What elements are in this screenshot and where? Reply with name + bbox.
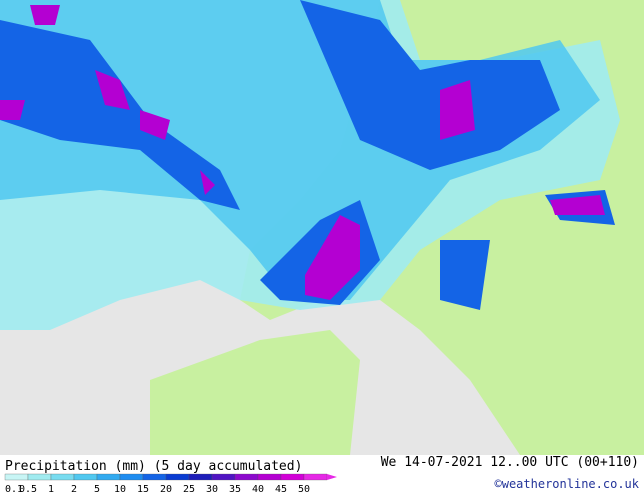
credit: ©weatheronline.co.uk xyxy=(495,477,640,491)
land-africa xyxy=(150,330,360,455)
legend-swatch xyxy=(27,473,52,481)
legend-swatch xyxy=(4,473,29,481)
legend-label: 0.5 xyxy=(19,484,37,495)
legend-label: 1 xyxy=(48,484,54,495)
legend-label: 30 xyxy=(206,484,218,495)
legend-swatch xyxy=(73,473,98,481)
legend-label: 50 xyxy=(298,484,310,495)
legend-label: 10 xyxy=(114,484,126,495)
legend-label: 0.1 xyxy=(5,484,23,495)
legend-swatch xyxy=(257,473,282,481)
legend-label: 15 xyxy=(137,484,149,495)
legend-label: 2 xyxy=(71,484,77,495)
legend-label: 40 xyxy=(252,484,264,495)
legend-arrow xyxy=(327,474,337,480)
rain-heavy xyxy=(0,0,615,310)
legend-swatch xyxy=(165,473,190,481)
map xyxy=(0,0,644,455)
title: Precipitation (mm) (5 day accumulated) xyxy=(5,459,302,474)
legend-swatch xyxy=(303,473,328,481)
legend-swatch xyxy=(280,473,305,481)
legend-swatch xyxy=(188,473,213,481)
legend-swatch xyxy=(142,473,167,481)
legend-swatch xyxy=(96,473,121,481)
legend-label: 5 xyxy=(94,484,100,495)
legend-label: 35 xyxy=(229,484,241,495)
legend-label: 20 xyxy=(160,484,172,495)
legend: 0.10.5 1 2 5 10 15 20 25 30 35 40 45 50 xyxy=(4,473,337,495)
legend-swatch xyxy=(234,473,259,481)
valid-time: We 14-07-2021 12..00 UTC (00+110) xyxy=(381,455,639,470)
legend-swatch xyxy=(119,473,144,481)
legend-swatch xyxy=(50,473,75,481)
legend-swatch xyxy=(211,473,236,481)
legend-label: 25 xyxy=(183,484,195,495)
legend-label: 45 xyxy=(275,484,287,495)
